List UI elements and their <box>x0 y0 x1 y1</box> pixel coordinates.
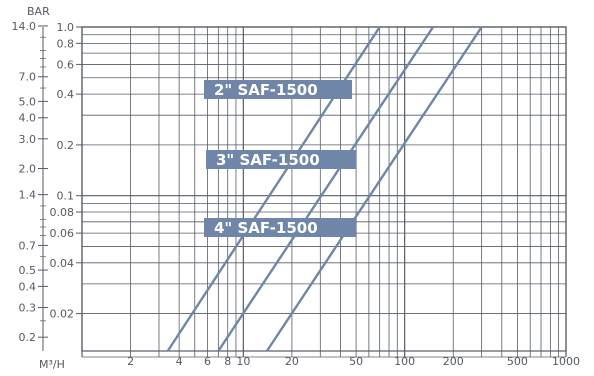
series-label: 2" SAF-1500 <box>214 81 318 99</box>
x-tick-label: 1000 <box>552 355 580 368</box>
x-tick-label: 6 <box>204 355 211 368</box>
series-label: 3" SAF-1500 <box>216 151 320 169</box>
chart-labels: 1.0 0.8 0.6 0.4 0.2 0.1 0.08 0.06 0.04 0.02 14.0 7.… <box>12 20 581 368</box>
secondary-y-tick-label: 1.4 <box>19 189 37 202</box>
y-tick-label: 0.06 <box>50 227 75 240</box>
secondary-y-tick-label: 3.0 <box>19 133 37 146</box>
secondary-y-tick-label: 5.0 <box>19 95 37 108</box>
y-tick-label: 0.8 <box>57 37 75 50</box>
x-tick-label: 2 <box>127 355 134 368</box>
x-tick-label: 200 <box>443 355 464 368</box>
x-tick-label: 8 <box>224 355 231 368</box>
series-label-box <box>206 150 356 169</box>
y-axis-unit-label: BAR <box>27 5 50 18</box>
x-tick-label: 500 <box>507 355 528 368</box>
series-line <box>166 26 381 352</box>
secondary-y-tick-label: 4.0 <box>19 112 37 125</box>
y-tick-label: 0.4 <box>57 88 75 101</box>
chart-series: 2" SAF-1500 3" SAF-1500 4" SAF-1500 <box>166 26 483 352</box>
x-axis-unit-label: M³/H <box>39 358 65 371</box>
secondary-y-tick-label: 0.7 <box>19 239 37 252</box>
x-tick-label: 4 <box>176 355 183 368</box>
series-line <box>217 26 435 352</box>
y-tick-label: 0.02 <box>50 308 75 321</box>
y-tick-label: 1.0 <box>57 21 75 34</box>
secondary-y-tick-label: 14.0 <box>12 20 37 33</box>
plot-frame <box>81 26 567 352</box>
series-label: 4" SAF-1500 <box>214 219 318 237</box>
secondary-y-tick-label: 0.3 <box>19 301 37 314</box>
secondary-y-tick-label: 0.4 <box>19 280 37 293</box>
y-tick-label: 0.04 <box>50 257 75 270</box>
y-tick-label: 0.08 <box>50 206 75 219</box>
secondary-y-tick-label: 2.0 <box>19 163 37 176</box>
y-tick-label: 0.1 <box>57 190 75 203</box>
series-label-box <box>204 218 356 237</box>
secondary-y-tick-label: 7.0 <box>19 71 37 84</box>
secondary-y-tick-label: 0.5 <box>19 264 37 277</box>
series-line <box>265 26 483 352</box>
x-tick-label: 100 <box>394 355 415 368</box>
series-label-box <box>204 80 352 99</box>
secondary-y-tick-label: 0.2 <box>19 331 37 344</box>
x-tick-label: 10 <box>236 355 250 368</box>
y-tick-label: 0.6 <box>57 58 75 71</box>
y-tick-label: 0.2 <box>57 139 75 152</box>
x-tick-label: 20 <box>285 355 299 368</box>
x-tick-label: 50 <box>349 355 363 368</box>
